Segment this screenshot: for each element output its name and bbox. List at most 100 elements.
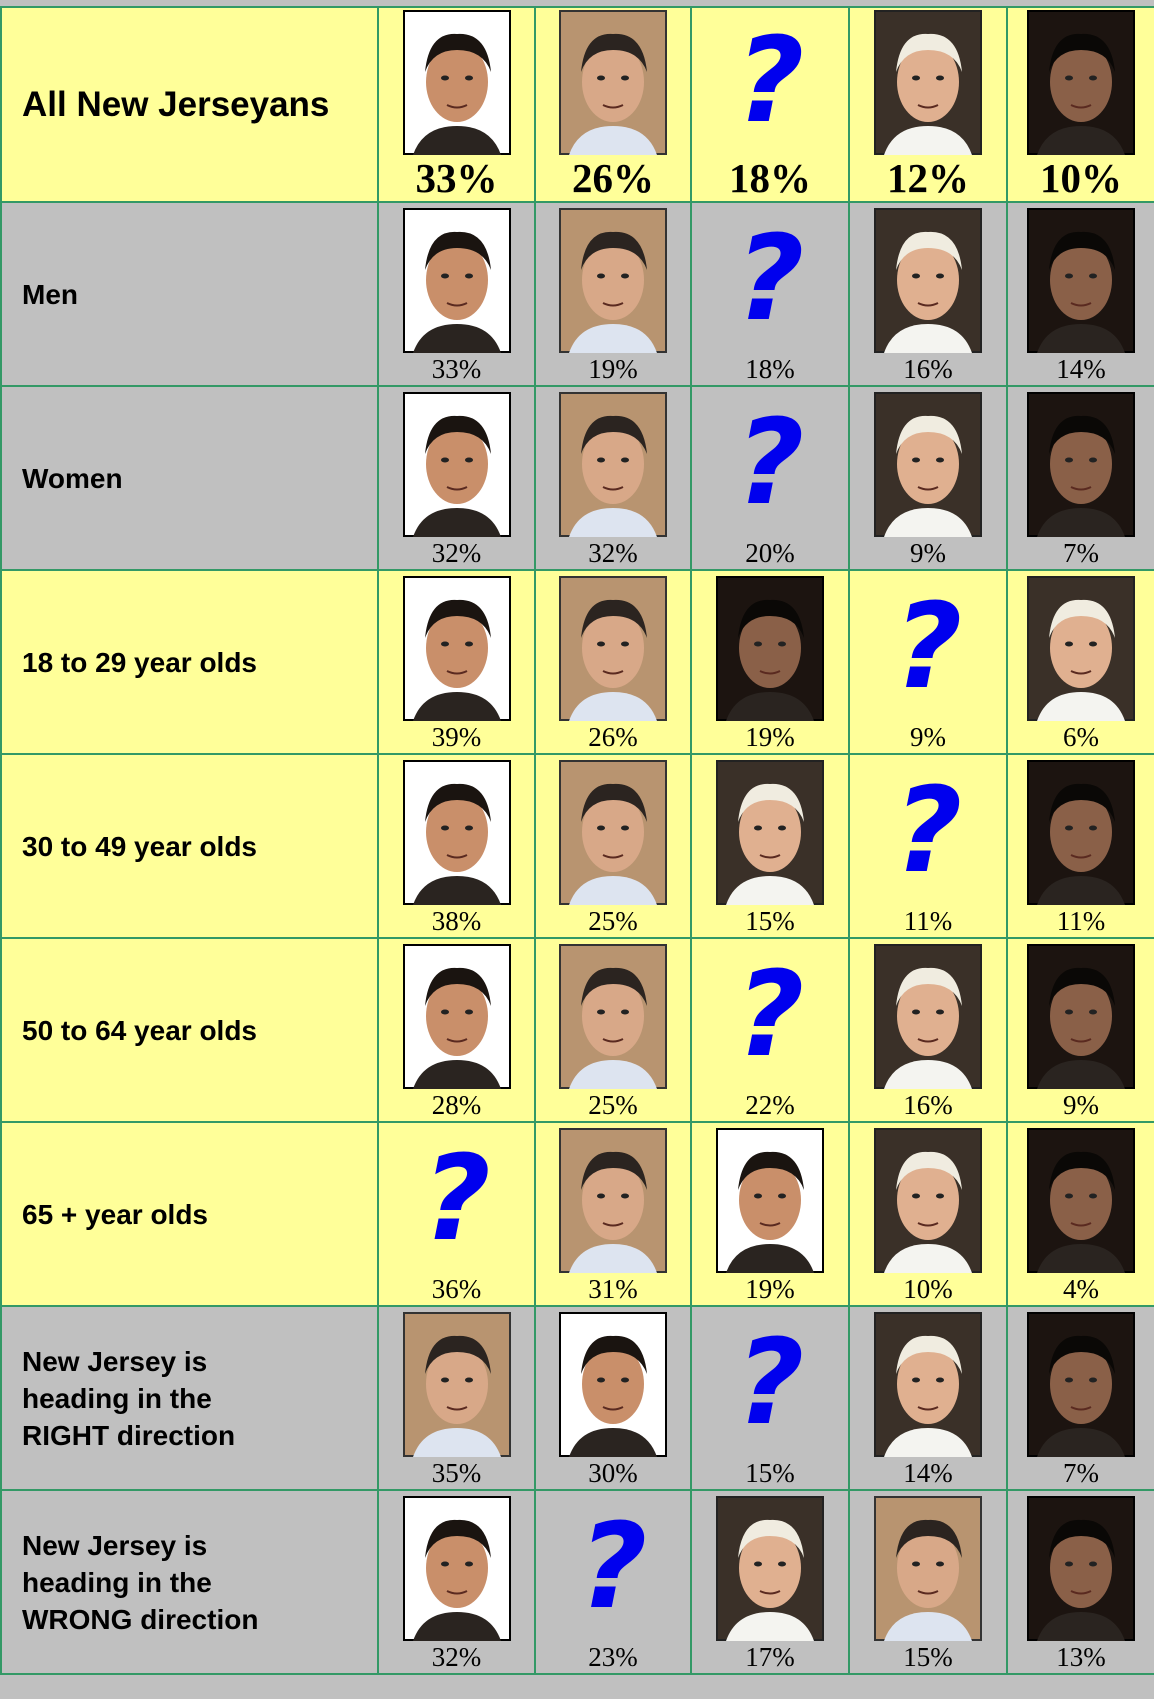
result-cell: 13% — [1007, 1490, 1154, 1674]
result-cell: 32% — [378, 1490, 535, 1674]
row-label: 65 + year olds — [22, 1196, 302, 1233]
result-cell: 9% — [849, 386, 1007, 570]
result-cell: 19% — [691, 1122, 849, 1306]
result-cell: ?18% — [691, 7, 849, 202]
percentage: 11% — [1008, 905, 1154, 937]
row-label: Men — [22, 276, 302, 313]
result-cell: 14% — [1007, 202, 1154, 386]
portrait — [403, 392, 511, 537]
portrait — [559, 760, 667, 905]
result-cell: 15% — [849, 1490, 1007, 1674]
row-label: 30 to 49 year olds — [22, 828, 302, 865]
percentage: 9% — [850, 537, 1006, 569]
portrait — [1027, 944, 1135, 1089]
result-cell: 9% — [1007, 938, 1154, 1122]
portrait — [874, 10, 982, 155]
portrait — [559, 392, 667, 537]
result-cell: 19% — [535, 202, 691, 386]
result-cell: 28% — [378, 938, 535, 1122]
portrait — [1027, 760, 1135, 905]
percentage: 16% — [850, 1089, 1006, 1121]
percentage: 11% — [850, 905, 1006, 937]
table-row: Women 32% 32%?20% 9% 7% — [1, 386, 1154, 570]
result-cell: 33% — [378, 202, 535, 386]
result-cell: 25% — [535, 754, 691, 938]
result-cell: 7% — [1007, 1306, 1154, 1490]
result-cell: ?23% — [535, 1490, 691, 1674]
table-row: New Jersey is heading in the WRONG direc… — [1, 1490, 1154, 1674]
portrait — [1027, 1128, 1135, 1273]
percentage: 17% — [692, 1641, 848, 1673]
portrait — [403, 1496, 511, 1641]
result-cell: 32% — [378, 386, 535, 570]
percentage: 19% — [692, 721, 848, 753]
unknown-mark: ? — [379, 1128, 534, 1273]
row-label: Women — [22, 460, 302, 497]
result-cell: 25% — [535, 938, 691, 1122]
percentage: 25% — [536, 1089, 690, 1121]
result-cell: 33% — [378, 7, 535, 202]
table-row: 50 to 64 year olds 28% 25%?22% 16% 9% — [1, 938, 1154, 1122]
result-cell: 26% — [535, 7, 691, 202]
row-label: 18 to 29 year olds — [22, 644, 302, 681]
portrait — [403, 760, 511, 905]
result-cell: ?9% — [849, 570, 1007, 754]
percentage: 14% — [1008, 353, 1154, 385]
portrait — [716, 576, 824, 721]
percentage: 28% — [379, 1089, 534, 1121]
unknown-mark: ? — [692, 1312, 848, 1457]
row-label-cell: All New Jerseyans — [1, 7, 378, 202]
portrait — [716, 1128, 824, 1273]
result-cell: 16% — [849, 202, 1007, 386]
row-label-cell: 65 + year olds — [1, 1122, 378, 1306]
percentage: 31% — [536, 1273, 690, 1305]
row-label: All New Jerseyans — [22, 86, 362, 123]
percentage: 18% — [692, 353, 848, 385]
percentage: 13% — [1008, 1641, 1154, 1673]
result-cell: 19% — [691, 570, 849, 754]
result-cell: 11% — [1007, 754, 1154, 938]
row-label: New Jersey is heading in the WRONG direc… — [22, 1527, 302, 1638]
table-row: All New Jerseyans 33% 26%?18% 12% 10% — [1, 7, 1154, 202]
portrait — [1027, 1312, 1135, 1457]
result-cell: ?15% — [691, 1306, 849, 1490]
result-cell: ?20% — [691, 386, 849, 570]
row-label-cell: New Jersey is heading in the RIGHT direc… — [1, 1306, 378, 1490]
percentage: 32% — [379, 537, 534, 569]
table-row: 65 + year olds?36% 31% 19% 10% 4% — [1, 1122, 1154, 1306]
percentage: 32% — [379, 1641, 534, 1673]
unknown-mark: ? — [850, 576, 1006, 721]
result-cell: ?18% — [691, 202, 849, 386]
row-label-cell: Women — [1, 386, 378, 570]
percentage: 36% — [379, 1273, 534, 1305]
percentage: 7% — [1008, 537, 1154, 569]
percentage: 39% — [379, 721, 534, 753]
percentage: 15% — [692, 905, 848, 937]
portrait — [559, 576, 667, 721]
percentage: 38% — [379, 905, 534, 937]
row-label-cell: 18 to 29 year olds — [1, 570, 378, 754]
percentage: 14% — [850, 1457, 1006, 1489]
result-cell: 12% — [849, 7, 1007, 202]
portrait — [403, 1312, 511, 1457]
percentage: 20% — [692, 537, 848, 569]
portrait — [403, 10, 511, 155]
percentage: 30% — [536, 1457, 690, 1489]
percentage: 35% — [379, 1457, 534, 1489]
row-label-cell: New Jersey is heading in the WRONG direc… — [1, 1490, 378, 1674]
percentage: 23% — [536, 1641, 690, 1673]
result-cell: 6% — [1007, 570, 1154, 754]
table-row: 30 to 49 year olds 38% 25% 15%?11% 11% — [1, 754, 1154, 938]
portrait — [559, 10, 667, 155]
percentage: 22% — [692, 1089, 848, 1121]
result-cell: 14% — [849, 1306, 1007, 1490]
portrait — [403, 208, 511, 353]
percentage: 25% — [536, 905, 690, 937]
row-label: 50 to 64 year olds — [22, 1012, 302, 1049]
portrait — [874, 208, 982, 353]
percentage: 12% — [850, 155, 1006, 201]
table: All New Jerseyans 33% 26%?18% 12% 10%Men… — [0, 6, 1154, 1675]
result-cell: ?36% — [378, 1122, 535, 1306]
result-cell: 10% — [849, 1122, 1007, 1306]
result-cell: 26% — [535, 570, 691, 754]
